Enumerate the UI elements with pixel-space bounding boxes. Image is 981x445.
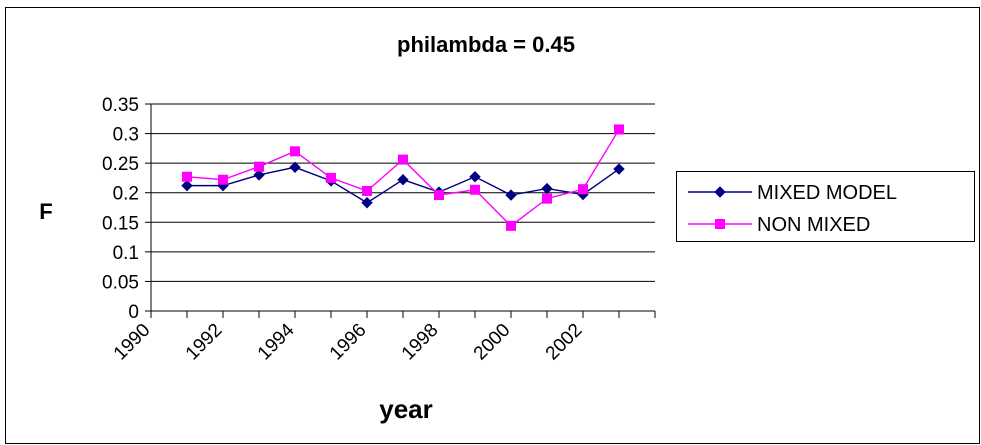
data-point <box>362 185 372 196</box>
data-point <box>469 171 481 183</box>
data-point <box>181 179 193 192</box>
legend-swatch-marker <box>715 219 725 229</box>
y-axis-label: F <box>39 199 52 224</box>
legend: MIXED MODEL NON MIXED <box>676 171 975 242</box>
data-point <box>289 161 301 173</box>
series-1 <box>182 124 624 231</box>
y-tick-label: 0.35 <box>102 95 139 116</box>
data-point <box>506 220 516 231</box>
plot-area <box>150 103 655 312</box>
data-point <box>613 163 625 175</box>
data-point <box>542 193 552 204</box>
data-point <box>541 182 553 195</box>
data-point <box>578 184 588 195</box>
data-point <box>182 171 192 182</box>
data-point <box>470 184 480 195</box>
y-tick-label: 0.1 <box>113 243 139 264</box>
data-point <box>253 169 265 181</box>
data-point <box>361 197 373 209</box>
y-axis-ticks: 0 0.05 0.1 0.15 0.2 0.25 0.3 0.35 <box>102 95 151 323</box>
legend-label: MIXED MODEL <box>757 182 897 204</box>
legend-label: NON MIXED <box>757 214 870 236</box>
y-tick-label: 0.2 <box>113 184 139 205</box>
plot-background <box>151 104 655 311</box>
y-tick-label: 0.05 <box>102 272 139 293</box>
data-point <box>398 154 408 165</box>
data-point <box>434 190 444 201</box>
y-tick-label: 0.25 <box>102 154 139 175</box>
chart-title: philambda = 0.45 <box>397 32 575 57</box>
data-point <box>505 189 517 201</box>
legend-item: MIXED MODEL <box>688 182 897 204</box>
legend-box <box>676 171 975 242</box>
data-point <box>254 161 264 172</box>
y-tick-label: 0.15 <box>102 213 139 234</box>
data-point <box>614 124 624 135</box>
data-point <box>218 174 228 185</box>
x-axis-label: year <box>379 394 433 424</box>
y-tick-label: 0 <box>128 302 139 323</box>
data-point <box>290 146 300 157</box>
series-layer <box>181 124 625 231</box>
legend-item: NON MIXED <box>688 214 870 236</box>
y-tick-label: 0.3 <box>113 125 139 146</box>
legend-swatch-marker <box>714 186 726 198</box>
data-point <box>397 173 409 186</box>
data-point <box>326 172 336 183</box>
